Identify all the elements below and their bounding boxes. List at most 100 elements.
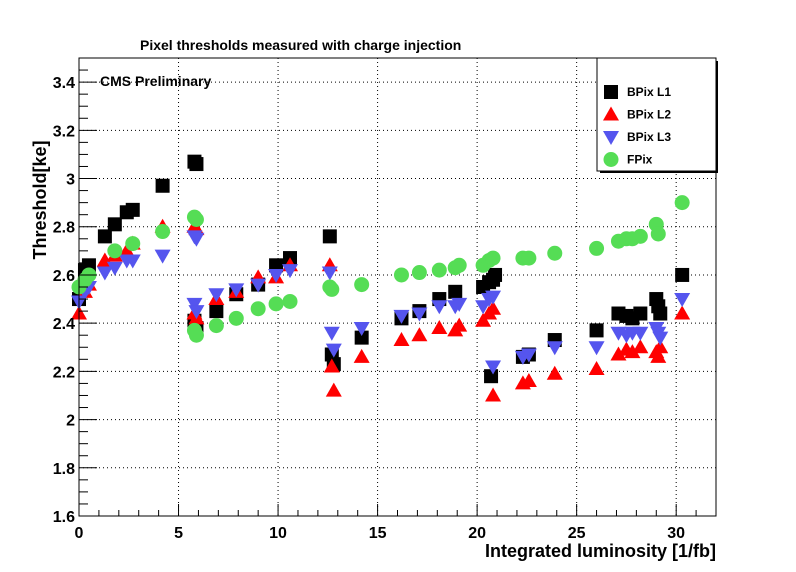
y-tick-label: 3 xyxy=(66,172,75,189)
point-bpix-l2 xyxy=(393,332,410,347)
point-bpix-l2 xyxy=(475,312,492,327)
point-bpix-l3 xyxy=(124,254,141,269)
point-fpix xyxy=(188,212,204,228)
point-fpix xyxy=(589,240,605,256)
y-tick-label: 3.4 xyxy=(53,75,75,92)
point-bpix-l1 xyxy=(269,258,284,273)
x-tick-label: 10 xyxy=(269,525,287,542)
y-tick-label: 2.2 xyxy=(53,364,75,381)
point-bpix-l2 xyxy=(546,365,563,380)
point-bpix-l3 xyxy=(106,261,123,276)
tick-labels: 0 5 10 15 20 25 30 1.6 1.8 2 2.2 2.4 2.6 2.8 3 3.2 3.4 xyxy=(53,75,685,542)
x-tick-label: 15 xyxy=(369,525,387,542)
y-tick-label: 2.4 xyxy=(53,316,75,333)
x-tick-label: 5 xyxy=(174,525,183,542)
point-fpix xyxy=(282,293,298,309)
point-bpix-l2 xyxy=(520,373,537,388)
point-bpix-l2 xyxy=(485,387,502,402)
point-bpix-l2 xyxy=(118,242,135,257)
point-bpix-l3 xyxy=(475,300,492,315)
point-fpix xyxy=(228,310,244,326)
point-fpix xyxy=(632,228,648,244)
x-tick-label: 20 xyxy=(468,525,486,542)
point-bpix-l1 xyxy=(589,323,604,338)
point-bpix-l3 xyxy=(652,331,669,346)
point-bpix-l1 xyxy=(209,304,224,319)
point-bpix-l3 xyxy=(250,278,267,293)
y-tick-label: 2.8 xyxy=(53,220,75,237)
legend-marker-bpix-l3 xyxy=(603,131,619,145)
point-bpix-l1 xyxy=(653,306,668,321)
cms-preliminary-label: CMS Preliminary xyxy=(100,73,211,89)
point-fpix xyxy=(250,301,266,317)
legend-shadow-right xyxy=(716,61,718,173)
point-bpix-l2 xyxy=(624,344,641,359)
point-bpix-l2 xyxy=(588,360,605,375)
point-bpix-l3 xyxy=(96,266,113,281)
series-fpix xyxy=(71,195,690,343)
point-fpix xyxy=(431,262,447,278)
point-bpix-l3 xyxy=(485,360,502,375)
legend-label-fpix: FPix xyxy=(627,153,653,167)
point-bpix-l3 xyxy=(321,266,338,281)
x-tick-label: 0 xyxy=(75,525,84,542)
chart-title: Pixel thresholds measured with charge in… xyxy=(140,37,461,53)
point-bpix-l2 xyxy=(451,317,468,332)
point-bpix-l3 xyxy=(353,321,370,336)
point-fpix xyxy=(650,226,666,242)
point-bpix-l2 xyxy=(431,319,448,334)
point-fpix xyxy=(107,243,123,259)
point-bpix-l3 xyxy=(188,232,205,247)
y-axis-label: Threshold[ke] xyxy=(30,140,50,259)
point-bpix-l1 xyxy=(155,178,170,193)
point-bpix-l3 xyxy=(451,297,468,312)
point-fpix xyxy=(208,318,224,334)
point-bpix-l3 xyxy=(154,249,171,264)
point-fpix xyxy=(485,250,501,266)
point-bpix-l3 xyxy=(485,290,502,305)
x-axis-label: Integrated luminosity [1/fb] xyxy=(485,541,716,561)
point-fpix xyxy=(188,327,204,343)
legend: BPix L1 BPix L2 BPix L3 FPix xyxy=(596,57,718,173)
point-bpix-l1 xyxy=(633,306,648,321)
point-bpix-l3 xyxy=(411,307,428,322)
point-fpix xyxy=(324,281,340,297)
legend-label-bpix-l1: BPix L1 xyxy=(627,85,671,99)
point-bpix-l3 xyxy=(393,309,410,324)
x-tick-label: 25 xyxy=(568,525,586,542)
point-bpix-l2 xyxy=(650,348,667,363)
point-bpix-l3 xyxy=(268,268,285,283)
point-fpix xyxy=(451,257,467,273)
point-bpix-l3 xyxy=(188,305,205,320)
point-bpix-l2 xyxy=(652,339,669,354)
point-bpix-l3 xyxy=(282,264,299,279)
point-bpix-l1 xyxy=(125,202,140,217)
point-fpix xyxy=(393,267,409,283)
point-bpix-l2 xyxy=(610,346,627,361)
point-bpix-l3 xyxy=(588,341,605,356)
point-bpix-l3 xyxy=(546,341,563,356)
legend-marker-bpix-l1 xyxy=(604,85,618,99)
point-bpix-l3 xyxy=(228,283,245,298)
point-fpix xyxy=(125,236,141,252)
y-tick-label: 2.6 xyxy=(53,268,75,285)
legend-marker-fpix xyxy=(603,152,619,167)
y-tick-label: 2 xyxy=(66,413,75,430)
axis-ticks xyxy=(78,57,717,517)
point-bpix-l2 xyxy=(485,300,502,315)
point-bpix-l1 xyxy=(488,267,503,282)
point-bpix-l3 xyxy=(323,326,340,341)
point-bpix-l3 xyxy=(632,326,649,341)
point-bpix-l1 xyxy=(484,369,499,384)
y-tick-label: 3.2 xyxy=(53,123,75,140)
point-fpix xyxy=(155,224,171,240)
point-fpix xyxy=(354,277,370,293)
point-bpix-l2 xyxy=(674,305,691,320)
point-bpix-l1 xyxy=(189,157,204,172)
point-fpix xyxy=(411,265,427,281)
legend-marker-bpix-l2 xyxy=(603,106,619,121)
x-tick-label: 30 xyxy=(667,525,685,542)
point-bpix-l3 xyxy=(208,288,225,303)
point-bpix-l2 xyxy=(325,382,342,397)
point-fpix xyxy=(547,245,563,261)
